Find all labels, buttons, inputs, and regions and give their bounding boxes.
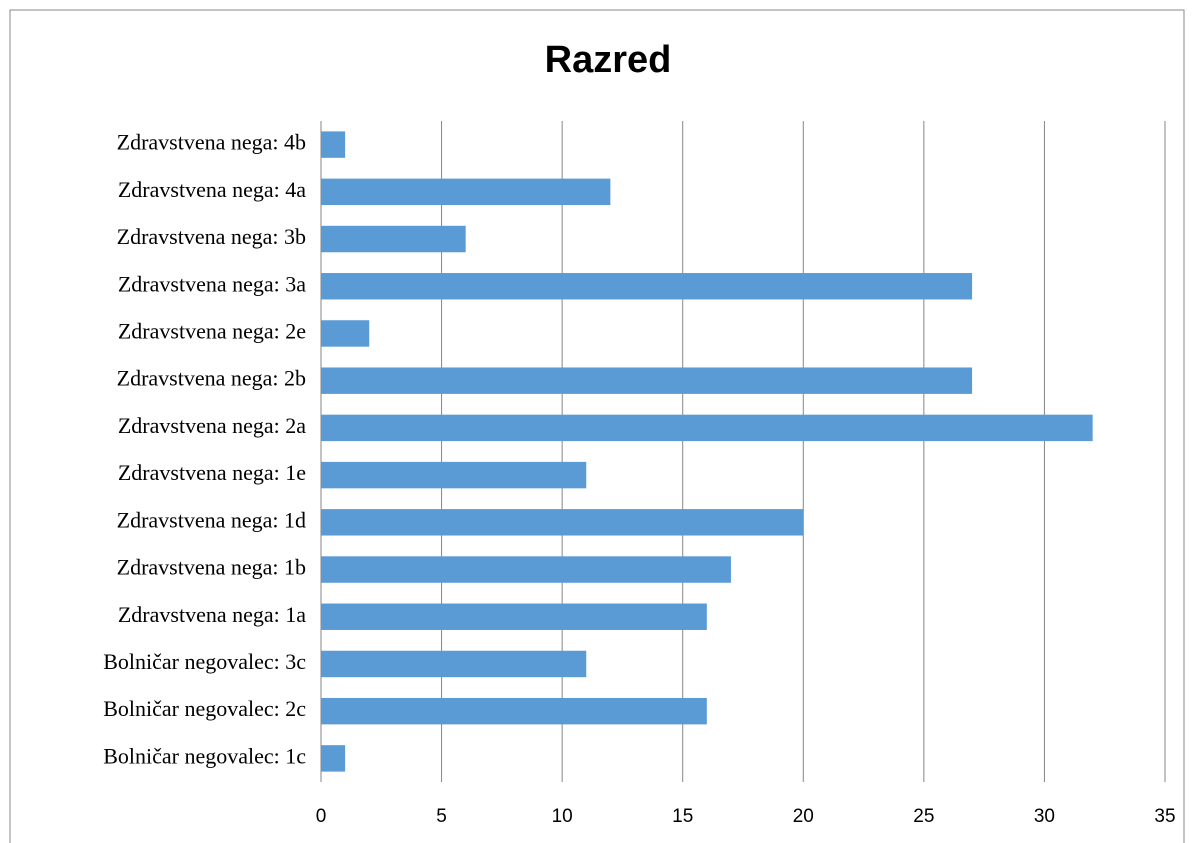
bar — [321, 697, 707, 725]
bar — [321, 745, 346, 772]
y-tick-label: Zdravstvena nega: 2b — [117, 366, 306, 391]
y-tick-label: Zdravstvena nega: 1e — [118, 460, 306, 485]
x-tick-label: 25 — [913, 806, 934, 827]
bar — [321, 320, 370, 347]
y-tick-label: Bolničar negovalec: 1c — [103, 743, 306, 768]
chart-border — [9, 9, 1185, 843]
bar — [321, 225, 466, 253]
bar — [321, 461, 587, 489]
y-tick-label: Zdravstvena nega: 1b — [117, 555, 306, 580]
y-tick-label: Zdravstvena nega: 3a — [118, 271, 306, 296]
bar — [321, 273, 973, 300]
x-tick-label: 35 — [1154, 806, 1175, 827]
bar — [321, 178, 611, 206]
x-tick-label: 30 — [1034, 806, 1055, 827]
y-tick-label: Bolničar negovalec: 2c — [103, 696, 306, 721]
y-tick-label: Zdravstvena nega: 4b — [117, 130, 306, 155]
bar — [321, 509, 804, 536]
bar — [321, 367, 973, 394]
x-tick-label: 0 — [316, 806, 327, 827]
y-tick-label: Zdravstvena nega: 1a — [118, 602, 306, 627]
y-tick-label: Zdravstvena nega: 2e — [118, 319, 306, 344]
bar — [321, 603, 707, 630]
y-tick-label: Zdravstvena nega: 2a — [118, 413, 306, 438]
x-tick-label: 15 — [672, 806, 693, 827]
x-tick-label: 5 — [436, 806, 447, 827]
y-tick-label: Bolničar negovalec: 3c — [103, 649, 306, 674]
x-tick-label: 20 — [793, 806, 814, 827]
bar — [321, 556, 731, 583]
bar — [321, 131, 346, 158]
y-tick-label: Zdravstvena nega: 3b — [117, 224, 306, 249]
x-tick-label: 10 — [552, 806, 573, 827]
y-tick-label: Zdravstvena nega: 1d — [117, 507, 306, 532]
y-tick-label: Zdravstvena nega: 4a — [118, 177, 306, 202]
bar — [321, 650, 587, 678]
bar — [321, 414, 1093, 442]
chart-title: Razred — [545, 39, 672, 81]
